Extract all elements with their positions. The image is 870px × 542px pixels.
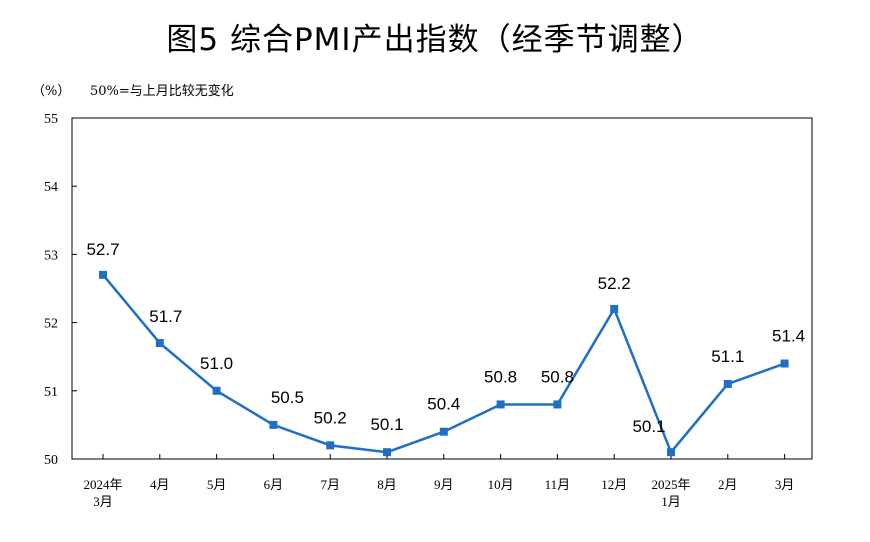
x-axis: 2024年 3月 4月 5月 6月 7月 8月 9月 10月 11月 12月 2025年 1月 2月 3月	[83, 454, 794, 509]
data-point-marker	[496, 400, 505, 409]
data-point-marker	[326, 441, 335, 450]
chart-title: 图5 综合PMI产出指数（经季节调整）	[166, 22, 704, 58]
data-label: 52.2	[598, 274, 631, 293]
x-tick-label: 9月	[434, 477, 454, 492]
y-tick-label: 53	[44, 248, 58, 263]
data-label: 50.5	[271, 388, 304, 407]
x-tick-label: 7月	[320, 477, 340, 492]
series-markers	[99, 270, 789, 457]
x-tick-label: 3月	[775, 477, 795, 492]
data-point-marker	[667, 448, 675, 457]
data-point-marker	[212, 386, 221, 395]
x-tick-label: 1月	[661, 494, 681, 509]
x-tick-label: 2025年	[651, 477, 690, 492]
data-label: 50.8	[484, 367, 517, 386]
data-point-marker	[155, 339, 164, 348]
data-label: 50.1	[632, 417, 665, 436]
data-point-marker	[99, 270, 107, 279]
y-axis: 50 51 52 53 54 55	[44, 112, 77, 468]
unit-label: （%）	[32, 84, 71, 99]
data-label: 50.8	[541, 367, 574, 386]
y-tick-label: 50	[44, 453, 58, 468]
data-point-marker	[439, 427, 448, 436]
x-tick-label: 5月	[207, 477, 227, 492]
plot-frame	[71, 117, 813, 460]
y-tick-label: 51	[44, 385, 58, 400]
x-tick-label: 6月	[264, 477, 284, 492]
y-tick-label: 54	[44, 180, 58, 195]
data-point-marker	[780, 359, 789, 368]
data-labels: 52.7 51.7 51.0 50.5 50.2 50.1 50.4 50.8 50.8 52.2…	[86, 240, 805, 436]
y-tick-label: 52	[44, 317, 58, 332]
data-label: 51.1	[711, 347, 744, 366]
data-label: 51.7	[149, 307, 182, 326]
y-tick-label: 55	[44, 112, 58, 127]
data-label: 51.4	[772, 327, 805, 346]
x-tick-label: 4月	[150, 477, 170, 492]
data-point-marker	[553, 400, 562, 409]
data-label: 50.2	[314, 408, 347, 427]
x-tick-label: 8月	[377, 477, 397, 492]
data-label: 52.7	[86, 240, 119, 259]
x-tick-label: 2月	[718, 477, 738, 492]
x-tick-label: 12月	[601, 477, 627, 492]
data-label: 51.0	[200, 354, 233, 373]
x-tick-label: 3月	[93, 494, 113, 509]
x-tick-label: 11月	[545, 477, 571, 492]
data-point-marker	[610, 304, 619, 313]
x-tick-label: 2024年	[83, 477, 122, 492]
data-point-marker	[723, 379, 732, 388]
data-point-marker	[383, 448, 391, 457]
baseline-note: 50%=与上月比较无变化	[90, 84, 234, 99]
data-label: 50.1	[370, 415, 403, 434]
data-label: 50.4	[427, 395, 460, 414]
data-point-marker	[269, 420, 278, 429]
x-tick-label: 10月	[488, 477, 514, 492]
